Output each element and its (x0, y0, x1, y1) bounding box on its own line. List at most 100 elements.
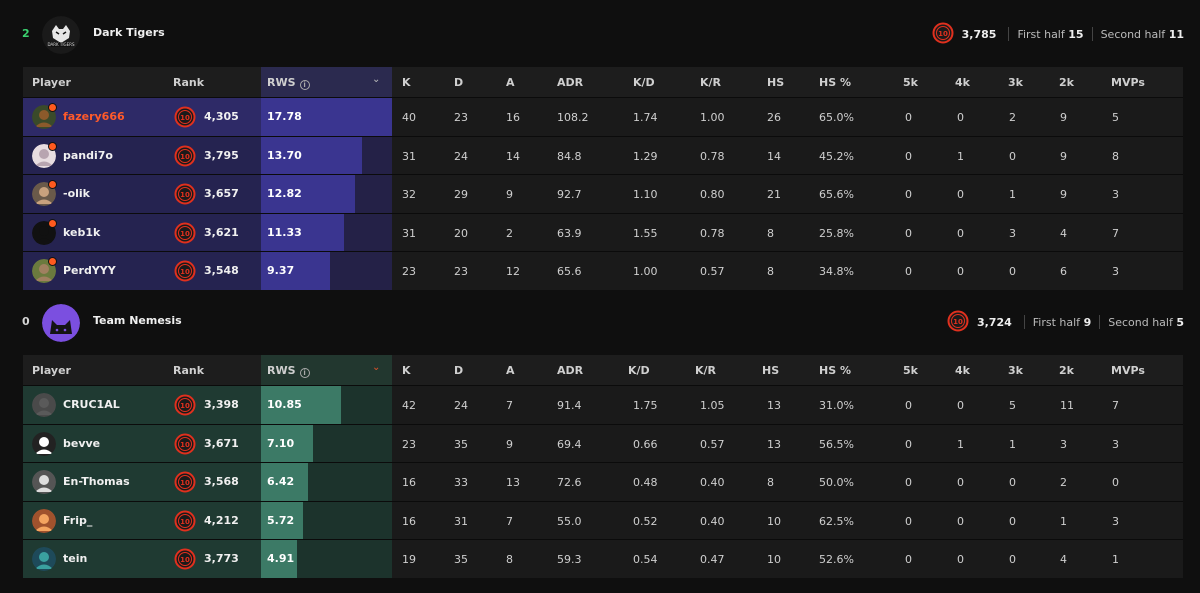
avatar[interactable] (32, 547, 56, 571)
table-row[interactable]: Frip_ 10 4,212 5.72 16 31 7 55.0 0.52 0.40 10 62.5%… (23, 500, 1183, 539)
col-adr[interactable]: ADR (557, 76, 584, 89)
player-name[interactable]: bevve (63, 436, 101, 450)
player-cell[interactable]: tein 10 3,773 (23, 540, 261, 578)
col-d[interactable]: D (454, 364, 464, 377)
col-d[interactable]: D (454, 76, 464, 89)
svg-text:10: 10 (180, 518, 190, 526)
col-kd[interactable]: K/D (628, 364, 650, 377)
col-k[interactable]: K (402, 76, 411, 89)
stat-k3: 0 (1009, 553, 1016, 566)
col-a[interactable]: A (506, 364, 515, 377)
info-icon[interactable]: i (299, 80, 310, 90)
team-header-dark-tigers: 2 DARK TIGERS Dark Tigers 10 3,785 First… (0, 14, 1200, 54)
cat-logo-icon[interactable] (42, 304, 80, 342)
player-cell[interactable]: keb1k 10 3,621 (23, 213, 261, 251)
rws-bar (261, 540, 297, 578)
col-4k[interactable]: 4k (955, 76, 970, 89)
stat-mvps: 7 (1112, 226, 1119, 240)
col-mvps[interactable]: MVPs (1111, 76, 1145, 89)
team-name[interactable]: Team Nemesis (93, 314, 182, 327)
player-name[interactable]: -olik (63, 187, 90, 200)
level-10-icon: 10 (174, 145, 196, 170)
table-row[interactable]: tein 10 3,773 4.91 19 35 8 59.3 0.54 0.47 10 52.6% 0… (23, 539, 1183, 578)
stat-kr: 0.40 (700, 476, 725, 489)
player-elo: 3,795 (204, 148, 239, 162)
stat-mvps: 5 (1112, 111, 1119, 124)
col-rank[interactable]: Rank (173, 364, 205, 377)
divider (1008, 27, 1010, 41)
col-3k[interactable]: 3k (1008, 364, 1023, 377)
col-mvps[interactable]: MVPs (1111, 364, 1145, 377)
col-2k[interactable]: 2k (1059, 364, 1074, 377)
table-row[interactable]: fazery666 10 4,305 17.78 40 23 16 108.2 1.74 1.00… (23, 97, 1183, 136)
col-hsp[interactable]: HS % (819, 76, 851, 89)
rws-bar (261, 501, 303, 539)
chevron-down-icon[interactable]: ⌄ (372, 362, 381, 373)
player-cell[interactable]: CRUC1AL 10 3,398 (23, 386, 261, 424)
svg-text:10: 10 (180, 153, 190, 161)
table-row[interactable]: pandi7o 10 3,795 13.70 31 24 14 84.8 1.29 0.78 14 4… (23, 135, 1183, 174)
player-name[interactable]: Frip_ (63, 513, 93, 527)
divider (1091, 27, 1093, 41)
player-cell[interactable]: bevve 10 3,671 (23, 424, 261, 462)
col-rws[interactable]: RWS i (267, 364, 310, 378)
col-a[interactable]: A (506, 76, 515, 89)
player-cell[interactable]: Frip_ 10 4,212 (23, 501, 261, 539)
player-name[interactable]: En-Thomas (63, 475, 130, 488)
col-kr[interactable]: K/R (695, 364, 717, 377)
table-row[interactable]: CRUC1AL 10 3,398 10.85 42 24 7 91.4 1.75 1.05 13 31… (23, 385, 1183, 424)
player-name[interactable]: PerdYYY (63, 264, 116, 277)
col-kr[interactable]: K/R (700, 76, 722, 89)
col-rank[interactable]: Rank (173, 76, 205, 89)
player-name[interactable]: CRUC1AL (63, 398, 120, 411)
rws-cell: 9.37 (261, 252, 392, 290)
col-player[interactable]: Player (32, 76, 71, 89)
stat-hs: 26 (767, 111, 781, 124)
col-2k[interactable]: 2k (1059, 76, 1074, 89)
player-cell[interactable]: En-Thomas 10 3,568 (23, 463, 261, 501)
table-row[interactable]: -olik 10 3,657 12.82 32 29 9 92.7 1.10 0.80 21 65.6… (23, 174, 1183, 213)
player-cell[interactable]: -olik 10 3,657 (23, 175, 261, 213)
stat-k3: 1 (1009, 188, 1016, 201)
level-10-icon: 10 (174, 433, 196, 458)
svg-text:10: 10 (180, 268, 190, 276)
col-hsp[interactable]: HS % (819, 364, 851, 377)
col-5k[interactable]: 5k (903, 364, 918, 377)
player-name[interactable]: fazery666 (63, 110, 125, 123)
player-cell[interactable]: PerdYYY 10 3,548 (23, 252, 261, 290)
player-cell[interactable]: pandi7o 10 3,795 (23, 136, 261, 174)
col-k[interactable]: K (402, 364, 411, 377)
player-name[interactable]: keb1k (63, 225, 101, 239)
avatar[interactable] (32, 431, 56, 456)
table-header: Player Rank RWS i ⌄ K D A ADR K/D K/R HS … (23, 355, 1183, 385)
stat-k5: 0 (905, 111, 912, 124)
col-kd[interactable]: K/D (633, 76, 655, 89)
col-3k[interactable]: 3k (1008, 76, 1023, 89)
table-row[interactable]: En-Thomas 10 3,568 6.42 16 33 13 72.6 0.48 0.40 8 5… (23, 462, 1183, 501)
team-name[interactable]: Dark Tigers (93, 26, 165, 39)
player-name[interactable]: tein (63, 552, 88, 565)
avatar[interactable] (32, 393, 56, 417)
rws-header-bg (261, 355, 392, 385)
col-5k[interactable]: 5k (903, 76, 918, 89)
player-cell[interactable]: fazery666 10 4,305 (23, 98, 261, 136)
stat-k4: 0 (957, 226, 964, 240)
rws-value: 12.82 (267, 187, 302, 200)
stat-mvps: 1 (1112, 553, 1119, 566)
col-hs[interactable]: HS (762, 364, 780, 377)
info-icon[interactable]: i (299, 368, 310, 378)
avatar[interactable] (32, 508, 56, 533)
col-hs[interactable]: HS (767, 76, 785, 89)
chevron-down-icon[interactable]: ⌄ (372, 74, 381, 85)
table-row[interactable]: keb1k 10 3,621 11.33 31 20 2 63.9 1.55 0.78 8 25.8%… (23, 212, 1183, 251)
player-name[interactable]: pandi7o (63, 148, 113, 162)
stat-kd: 0.54 (633, 553, 658, 566)
col-player[interactable]: Player (32, 364, 71, 377)
col-4k[interactable]: 4k (955, 364, 970, 377)
avatar[interactable] (32, 470, 56, 494)
col-rws[interactable]: RWS i (267, 76, 310, 90)
col-adr[interactable]: ADR (557, 364, 584, 377)
tiger-logo-icon[interactable]: DARK TIGERS (42, 16, 80, 54)
table-row[interactable]: PerdYYY 10 3,548 9.37 23 23 12 65.6 1.00 0.57 8 34.… (23, 251, 1183, 290)
table-row[interactable]: bevve 10 3,671 7.10 23 35 9 69.4 0.66 0.57 13 56.5%… (23, 423, 1183, 462)
